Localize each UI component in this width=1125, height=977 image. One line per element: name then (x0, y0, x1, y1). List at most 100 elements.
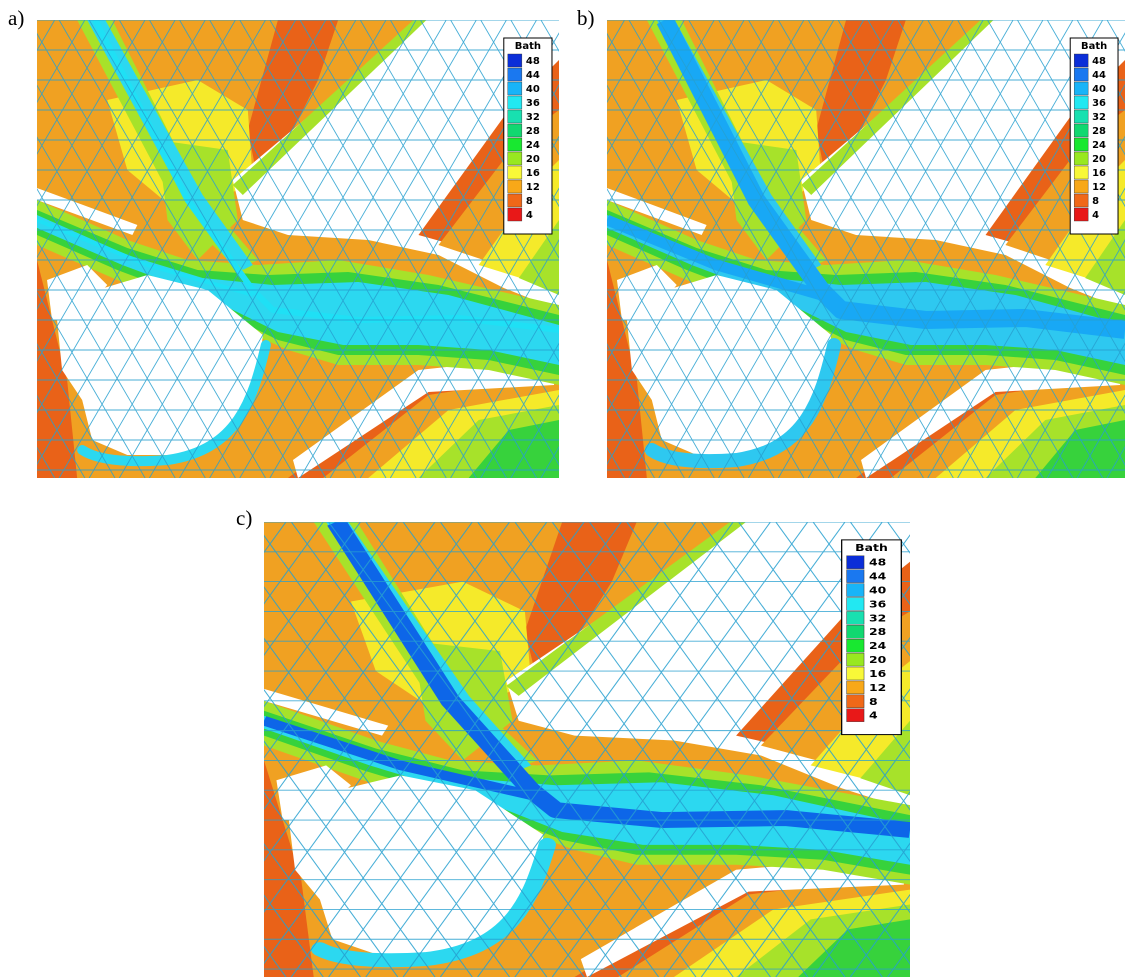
lagoon-branch (644, 338, 842, 469)
map-svg: Bath 48 44 40 36 32 28 24 20 16 12 8 4 (37, 20, 559, 478)
legend-level: 48 (526, 56, 540, 67)
bathymetry-map-a: Bath 48 44 40 36 32 28 24 20 16 12 8 4 (37, 20, 559, 478)
legend-level: 4 (526, 210, 533, 221)
legend-swatch (507, 81, 523, 96)
panel-a-label: a) (8, 6, 25, 30)
west-thalweg (607, 215, 823, 301)
legend-swatch (1073, 53, 1089, 68)
legend-swatch (507, 123, 523, 138)
legend-level: 20 (526, 154, 540, 165)
lower-channel-gap (292, 355, 559, 478)
legend-swatch (846, 597, 865, 611)
west-thalweg (37, 218, 254, 297)
legend-level: 24 (526, 140, 540, 151)
legend-swatch (1073, 109, 1089, 124)
legend-level: 40 (869, 585, 886, 596)
lower-channel-gap (861, 355, 1125, 478)
terrain-left-deep (264, 760, 314, 977)
legend-swatch (846, 652, 865, 667)
legend-swatch (1073, 81, 1089, 96)
legend-swatch (507, 165, 523, 180)
legend-level: 28 (1092, 126, 1106, 137)
legend-swatch (507, 109, 523, 124)
legend-level: 44 (1092, 70, 1106, 81)
legend-level: 36 (869, 599, 886, 610)
mesh-grid (264, 522, 910, 977)
legend-swatch (1073, 165, 1089, 180)
legend-swatch (1073, 95, 1089, 110)
legend-level: 44 (526, 70, 540, 81)
legend-swatch (1073, 193, 1089, 208)
legend-swatch (507, 95, 523, 110)
legend-swatch (507, 207, 523, 222)
bathymetry-map-b: Bath 48 44 40 36 32 28 24 20 16 12 8 4 (607, 20, 1125, 478)
legend-level: 28 (869, 626, 886, 637)
legend-level: 48 (869, 557, 886, 568)
legend-level: 16 (1092, 168, 1106, 179)
legend-swatch (846, 611, 865, 625)
legend-swatch (1073, 67, 1089, 82)
right-bank-lime (1085, 220, 1125, 295)
legend-level: 36 (526, 98, 540, 109)
legend-level: 16 (869, 668, 886, 679)
legend-level: 40 (1092, 84, 1106, 95)
legend-title: Bath (515, 41, 541, 52)
legend-swatch (1073, 151, 1089, 166)
legend-swatch (507, 53, 523, 68)
legend-level: 20 (1092, 154, 1106, 165)
legend-level: 8 (1092, 196, 1099, 207)
legend-level: 12 (526, 182, 540, 193)
mesh-grid (37, 20, 559, 478)
legend-level: 8 (869, 696, 878, 707)
legend-swatch (507, 67, 523, 82)
legend-level: 32 (526, 112, 540, 123)
legend-swatch (507, 151, 523, 166)
legend-level: 12 (869, 682, 886, 693)
legend-level: 20 (869, 654, 886, 665)
legend-level: 12 (1092, 182, 1106, 193)
legend-swatch (846, 694, 865, 708)
legend-swatch (846, 625, 865, 639)
legend-swatch (507, 193, 523, 208)
legend-level: 24 (1092, 140, 1106, 151)
legend-level: 8 (526, 196, 533, 207)
legend-swatch (507, 137, 523, 152)
legend-level: 36 (1092, 98, 1106, 109)
bath-legend: Bath 48 44 40 36 32 28 24 20 16 12 8 4 (1069, 37, 1119, 235)
mesh-grid (607, 20, 1125, 478)
legend-level: 40 (526, 84, 540, 95)
right-bank-lime (518, 220, 559, 295)
legend-swatch (846, 666, 865, 681)
legend-level: 28 (526, 126, 540, 137)
panel-b-label: b) (577, 6, 595, 30)
legend-level: 16 (526, 168, 540, 179)
legend-level: 32 (869, 613, 886, 624)
legend-swatch (1073, 137, 1089, 152)
legend-swatch (1073, 123, 1089, 138)
legend-title: Bath (1081, 41, 1107, 52)
legend-level: 4 (1092, 210, 1099, 221)
lagoon-branch (77, 340, 271, 467)
terrain-left-deep (607, 260, 647, 478)
northeast-strip (232, 20, 427, 195)
bath-legend: Bath 48 44 40 36 32 28 24 20 16 12 8 4 (503, 37, 553, 235)
legend-swatch (846, 555, 865, 569)
legend-level: 4 (869, 710, 878, 721)
right-bank-lime (860, 720, 910, 796)
legend-swatch (846, 583, 865, 597)
legend-swatch (846, 708, 865, 722)
legend-swatch (846, 680, 865, 695)
northeast-strip (801, 20, 994, 195)
lagoon-branch (311, 837, 556, 968)
west-thalweg (264, 716, 533, 800)
legend-swatch (846, 569, 865, 583)
legend-title: Bath (855, 542, 888, 553)
legend-level: 44 (869, 571, 886, 582)
panel-c-label: c) (236, 506, 253, 530)
terrain-left-deep (37, 260, 78, 478)
legend-level: 24 (869, 640, 886, 651)
bathymetry-map-c: Bath 48 44 40 36 32 28 24 20 16 12 8 4 (264, 522, 910, 977)
legend-level: 32 (1092, 112, 1106, 123)
map-svg: Bath 48 44 40 36 32 28 24 20 16 12 8 4 (264, 522, 910, 977)
legend-swatch (507, 179, 523, 194)
